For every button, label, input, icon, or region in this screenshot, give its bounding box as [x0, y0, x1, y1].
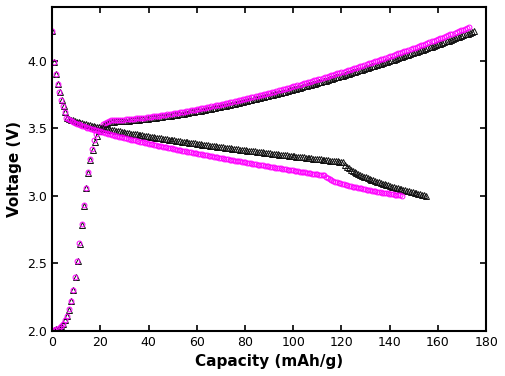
X-axis label: Capacity (mAh/g): Capacity (mAh/g) [195, 354, 343, 369]
Y-axis label: Voltage (V): Voltage (V) [7, 121, 22, 217]
